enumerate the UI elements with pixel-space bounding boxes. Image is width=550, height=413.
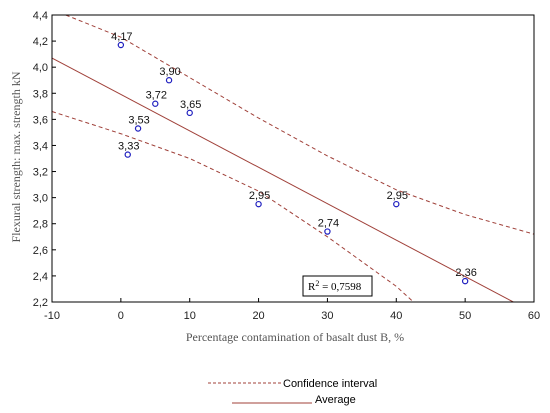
x-tick-label: 20 [252,310,264,322]
regression-line [52,57,514,302]
data-label: 3,33 [118,141,139,153]
x-tick-label: 30 [321,310,333,322]
data-label: 2,95 [387,190,408,202]
plot-area [52,15,534,302]
x-tick-label: -10 [44,310,60,322]
y-tick-label: 3,6 [33,114,48,126]
y-tick-label: 3,8 [33,88,48,100]
data-points: 4,17 3,90 3,72 3,65 3,53 3,33 2,95 2,95 2,74 2,36 [111,31,477,285]
x-tick-label: 10 [184,310,196,322]
y-tick-label: 4,2 [33,36,48,48]
confidence-upper-line [65,15,534,235]
r-squared-box: R2 = 0,7598 [302,275,373,297]
x-tick-label: 0 [118,310,124,322]
data-label: 3,72 [146,90,167,102]
plot-frame [51,14,535,303]
data-label: 3,65 [180,99,201,111]
data-point [165,77,173,84]
axis-ticks: -10 0 10 20 30 40 50 60 2,2 2,4 2,6 2,8 3,0 3,2 3,4 3,6… [33,10,540,322]
x-tick-label: 50 [459,310,471,322]
legend-label-confidence: Confidence interval [283,378,377,390]
confidence-lower-line [52,111,414,302]
y-tick-label: 2,8 [33,219,48,231]
data-point [117,41,125,49]
y-tick-label: 3,0 [33,193,48,205]
data-label: 2,95 [249,190,270,202]
data-point [152,100,159,107]
r-squared-label: R2 = 0,7598 [308,279,362,293]
data-point [393,200,400,208]
data-point [461,277,469,285]
data-point [124,151,131,158]
x-axis-label: Percentage contamination of basalt dust … [186,330,404,344]
y-tick-label: 2,2 [33,297,48,309]
y-tick-label: 4,4 [33,10,48,22]
legend: Confidence interval Average [208,378,377,406]
y-tick-label: 3,2 [33,167,48,179]
data-label: 4,17 [111,31,132,43]
y-tick-label: 2,6 [33,245,48,257]
data-label: 2,74 [318,218,339,230]
data-point [134,125,142,132]
y-tick-label: 3,4 [33,140,48,152]
data-label: 2,36 [455,267,476,279]
data-label: 3,90 [159,66,180,78]
y-axis-label: Flexural strength: max. strength kN [9,71,23,242]
y-tick-label: 4,0 [33,62,48,74]
data-point [186,109,193,117]
x-tick-label: 40 [390,310,402,322]
x-tick-label: 60 [528,310,540,322]
y-tick-label: 2,4 [33,271,48,283]
legend-label-average: Average [315,394,356,406]
data-point [255,200,262,208]
data-point [324,228,331,235]
data-label: 3,53 [128,114,149,126]
